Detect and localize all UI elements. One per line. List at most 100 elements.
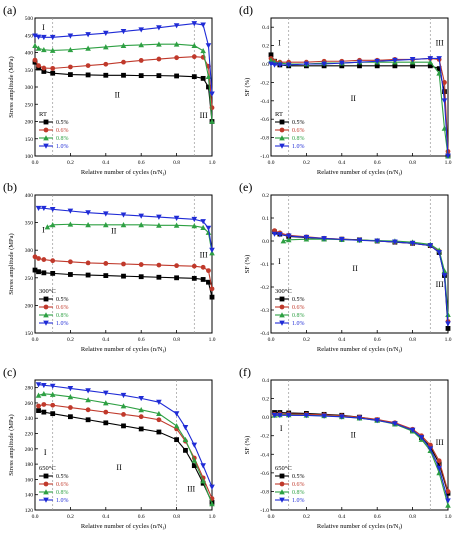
data-point-b-1-8	[138, 262, 144, 267]
data-point-b-0-10	[174, 275, 179, 281]
x-tick-label-f-0: 0.0	[268, 514, 275, 520]
x-tick-label-f-2: 0.4	[338, 514, 345, 520]
data-point-f-3-0	[271, 412, 278, 419]
data-point-e-3-6	[356, 237, 363, 244]
legend-label-f-0: 0.5%	[292, 474, 305, 480]
data-point-f-2-13	[445, 502, 451, 508]
y-axis-label-e: SF (%)	[244, 255, 251, 274]
x-tick-label-f-4: 0.8	[409, 514, 416, 520]
data-point-b-3-8	[156, 214, 162, 220]
data-point-a-2-5	[85, 45, 91, 51]
x-tick-label-b-5: 1.0	[209, 337, 216, 343]
data-point-a-2-7	[120, 42, 127, 48]
legend-label-e-2: 0.8%	[292, 313, 305, 319]
y-tick-label-d-2: -0.6	[260, 117, 269, 123]
x-tick-label-a-2: 0.4	[102, 160, 109, 166]
y-tick-label-f-0: -1.0	[260, 508, 269, 514]
region-label-b-2: III	[200, 250, 208, 259]
x-axis-label-a: Relative number of cycles (n/Nf)	[81, 169, 166, 177]
series-line-b-2	[47, 223, 213, 254]
legend-label-d-0: 0.5%	[292, 120, 305, 126]
data-point-a-0-3	[50, 70, 56, 76]
data-point-a-1-8	[138, 58, 144, 63]
data-point-a-1-3	[50, 65, 56, 71]
data-point-a-2-11	[191, 42, 198, 48]
y-tick-label-a-5: 350	[25, 68, 34, 74]
y-tick-label-a-2: 200	[25, 120, 34, 126]
x-tick-label-b-4: 0.8	[173, 337, 180, 343]
data-point-a-2-3	[49, 47, 56, 53]
data-point-a-1-4	[68, 64, 73, 70]
y-tick-label-a-1: 150	[25, 137, 34, 143]
data-point-a-0-12	[200, 75, 206, 81]
y-tick-label-c-8: 280	[25, 386, 34, 392]
data-point-b-1-12	[200, 264, 206, 270]
y-tick-label-c-1: 140	[25, 493, 34, 499]
y-tick-label-d-5: 0.0	[262, 62, 269, 68]
legend-label-a-3: 1.0%	[56, 144, 69, 150]
data-point-d-0-11	[427, 63, 433, 69]
x-tick-label-e-1: 0.2	[303, 337, 310, 343]
series-b-3	[35, 205, 215, 253]
panel-label-a: (a)	[3, 3, 16, 17]
data-point-e-3-9	[409, 240, 416, 247]
data-point-b-1-5	[85, 260, 91, 266]
data-point-f-0-12	[436, 461, 442, 466]
region-label-b-0: I	[42, 226, 45, 235]
y-tick-label-f-5: 0.0	[262, 415, 269, 421]
legend-marker-b-3	[43, 320, 49, 326]
data-point-a-1-1	[36, 63, 41, 69]
data-point-c-2-9	[173, 423, 180, 429]
series-e-3	[271, 231, 451, 327]
data-point-b-1-9	[156, 262, 162, 268]
data-point-e-3-12	[441, 273, 448, 279]
data-point-c-3-11	[191, 442, 198, 448]
data-point-f-3-1	[277, 412, 283, 419]
y-tick-label-b-0: 150	[25, 331, 34, 337]
data-point-c-0-9	[174, 437, 179, 443]
data-point-b-0-14	[209, 294, 215, 300]
data-point-b-0-0	[32, 267, 38, 273]
y-tick-label-d-6: 0.2	[262, 44, 269, 50]
data-point-d-3-7	[356, 59, 363, 65]
y-tick-label-e-2: -0.2	[260, 285, 269, 291]
data-point-d-3-1	[271, 62, 278, 68]
data-point-a-1-11	[191, 54, 197, 60]
data-point-c-2-0	[35, 392, 42, 398]
data-point-e-3-3	[303, 234, 310, 241]
y-tick-label-f-6: 0.2	[262, 397, 269, 403]
data-point-c-3-1	[41, 382, 47, 389]
legend-label-f-1: 0.6%	[292, 482, 305, 488]
data-point-a-1-6	[103, 61, 109, 67]
data-point-d-1-13	[442, 80, 447, 85]
data-point-a-1-5	[85, 63, 91, 69]
data-point-c-0-6	[121, 423, 126, 429]
data-point-b-3-9	[173, 215, 180, 221]
y-tick-label-b-4: 350	[25, 221, 34, 227]
x-tick-label-c-3: 0.6	[138, 514, 145, 520]
data-point-d-3-2	[277, 62, 283, 68]
x-tick-label-e-3: 0.6	[374, 337, 381, 343]
x-axis-label-e: Relative number of cycles (n/Nf)	[317, 346, 402, 354]
y-tick-label-d-1: -0.8	[260, 136, 269, 142]
legend-marker-d-2	[279, 135, 285, 141]
data-point-f-3-8	[392, 421, 398, 427]
data-point-a-3-4	[67, 33, 74, 39]
y-tick-label-c-0: 120	[25, 508, 34, 514]
legend-marker-b-1	[43, 304, 49, 310]
panel-label-c: (c)	[3, 365, 16, 379]
legend-title-d: RT	[275, 111, 283, 118]
legend-marker-d-3	[279, 143, 285, 149]
data-point-c-2-10	[182, 436, 189, 443]
x-tick-label-a-4: 0.8	[173, 160, 180, 166]
data-point-b-0-11	[191, 275, 197, 281]
data-point-a-0-4	[68, 72, 73, 77]
legend-label-e-3: 1.0%	[292, 321, 305, 327]
data-point-e-2-1	[285, 237, 292, 243]
legend-label-a-0: 0.5%	[56, 120, 69, 126]
data-point-d-3-10	[409, 57, 416, 63]
x-tick-label-b-1: 0.2	[67, 337, 74, 343]
legend-label-c-3: 1.0%	[56, 498, 69, 504]
region-label-d-0: I	[278, 39, 281, 48]
y-tick-label-a-4: 300	[25, 85, 34, 91]
